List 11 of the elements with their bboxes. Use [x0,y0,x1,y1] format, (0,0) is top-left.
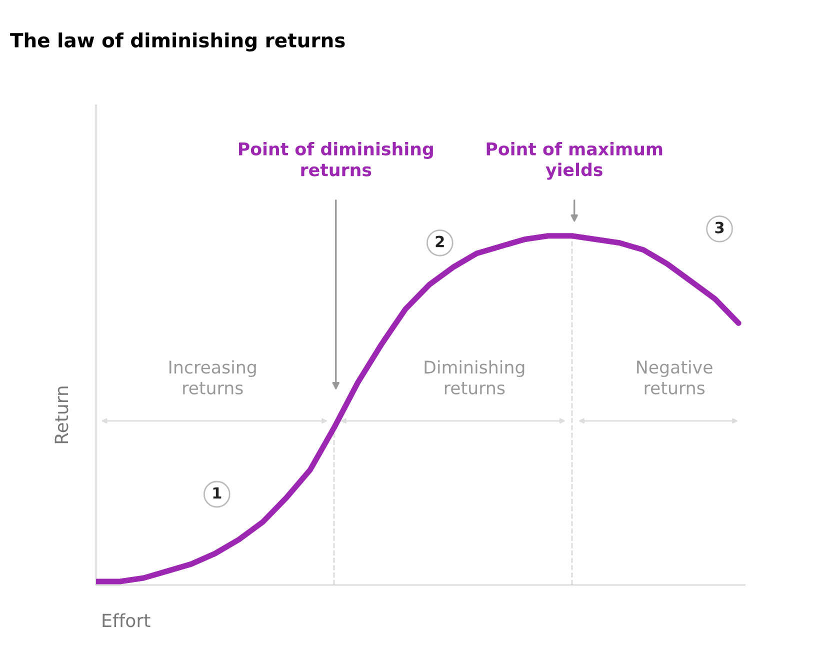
x-axis-title: Effort [102,613,150,628]
text: Point of maximum yields [486,142,662,180]
annotation: 2 [436,236,444,248]
text: Point of diminishing returns [238,142,433,176]
annotation: Negative returns [637,360,712,394]
y-axis-title: Return [54,386,68,444]
chart-title: The law of diminishing returns [10,32,345,52]
annotation: Increasing returns [170,360,256,394]
text: 3 [715,222,724,234]
annotation: Diminishing returns [424,360,524,394]
annotation: 1 [213,487,222,498]
